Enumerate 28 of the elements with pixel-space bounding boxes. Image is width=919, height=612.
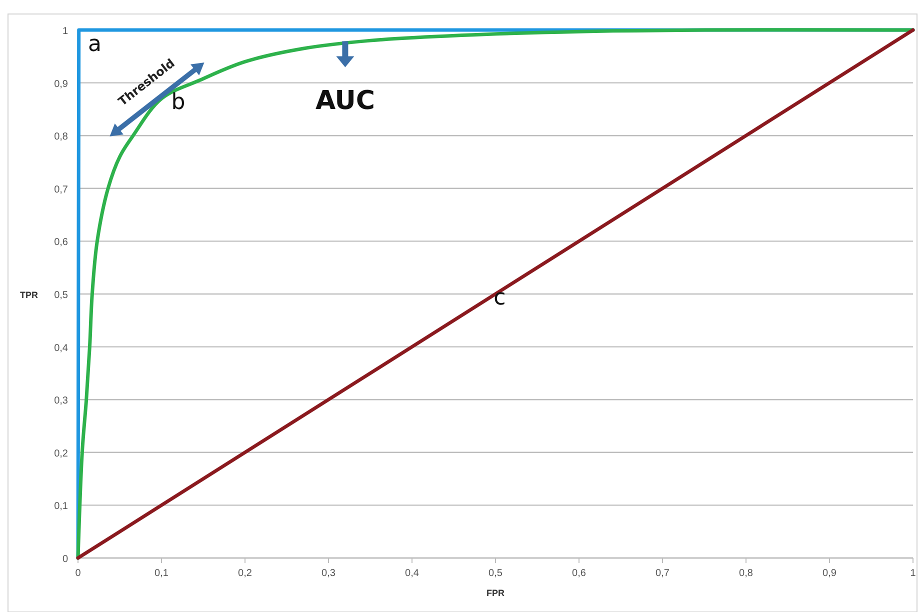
y-tick-label: 0,1: [54, 501, 68, 512]
y-tick-label: 0,8: [54, 132, 68, 143]
x-tick-label: 0,5: [488, 568, 503, 579]
x-tick-label: 0,7: [656, 568, 670, 579]
y-tick-label: 0,4: [54, 342, 68, 354]
y-tick-label: 0,9: [54, 78, 68, 90]
y-tick-label: 0,6: [54, 237, 68, 248]
annotation: AUC: [315, 86, 375, 116]
x-tick-label: 0: [75, 568, 82, 579]
x-tick-label: 0,9: [822, 568, 837, 579]
y-tick-label: 0,3: [54, 396, 68, 407]
y-axis-title: TPR: [20, 290, 38, 300]
y-tick-label: 1: [62, 26, 68, 37]
y-tick-label: 0,5: [54, 290, 68, 301]
x-tick-label: 1: [910, 568, 916, 579]
x-tick-label: 0,1: [154, 568, 169, 579]
y-tick-label: 0: [62, 554, 68, 565]
x-tick-label: 0,8: [739, 568, 754, 579]
x-tick-label: 0,4: [405, 568, 420, 579]
x-tick-label: 0,2: [238, 568, 252, 579]
series-label: b: [171, 90, 186, 116]
x-tick-label: 0,6: [572, 568, 586, 579]
series-label: c: [494, 286, 506, 311]
y-tick-label: 0,7: [54, 184, 68, 196]
y-tick-label: 0,2: [54, 448, 68, 460]
x-tick-label: 0,3: [322, 568, 336, 579]
x-axis-title: FPR: [486, 588, 505, 598]
series-label: a: [88, 32, 102, 58]
